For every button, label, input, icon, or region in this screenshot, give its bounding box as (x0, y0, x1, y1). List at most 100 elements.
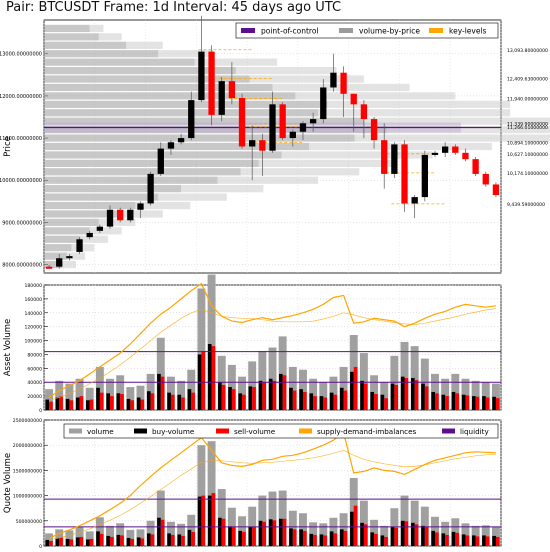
buy-volume-bar (136, 397, 141, 410)
vbp-bar (44, 33, 99, 41)
buy-volume-bar (228, 387, 232, 410)
buy-volume-bar (299, 389, 303, 410)
sell-volume-bar (302, 530, 307, 546)
sell-volume-bar (445, 396, 449, 410)
sell-volume-bar (221, 518, 226, 546)
sell-volume-bar (191, 531, 195, 546)
y-tick-label: 10000.00000000 (0, 178, 42, 184)
candle-body (340, 72, 347, 94)
buy-volume-bar (116, 393, 121, 410)
buy-volume-bar (471, 535, 476, 546)
y-tick-label: 2000000000 (13, 443, 42, 449)
buy-volume-bar (431, 530, 435, 546)
sell-volume-bar (394, 385, 399, 410)
buy-volume-bar (218, 517, 222, 546)
volume-bar (400, 341, 409, 410)
buy-volume-bar (350, 371, 354, 410)
sell-volume-bar (414, 380, 419, 410)
sell-volume-bar (272, 380, 277, 410)
sell-volume-bar (89, 399, 94, 410)
sell-volume-bar (455, 532, 459, 546)
volume-bar (85, 531, 94, 546)
buy-volume-bar (319, 396, 324, 410)
buy-volume-bar (451, 531, 456, 546)
legend-swatch (241, 28, 255, 33)
volume-bar (55, 380, 64, 410)
buy-volume-bar (167, 533, 171, 546)
candle-body (157, 148, 164, 174)
candle-body (76, 239, 83, 252)
candle-body (96, 226, 104, 231)
volume-bar (248, 361, 257, 410)
vbp-bar (44, 193, 159, 201)
sell-volume-bar (59, 537, 63, 546)
candle-body (441, 146, 449, 153)
sell-volume-bar (384, 398, 388, 410)
legend-swatch (216, 428, 229, 434)
vbp-bar (235, 66, 337, 75)
candle-body (309, 119, 317, 124)
vbp-bar (44, 210, 118, 218)
buy-volume-bar (289, 528, 293, 546)
buy-volume-bar (482, 396, 486, 410)
vbp-bar (126, 41, 163, 49)
sell-volume-bar (445, 534, 449, 546)
legend-label: liquidity (460, 427, 489, 436)
buy-volume-bar (360, 380, 364, 410)
y-tick-label: 20000 (27, 394, 42, 400)
sell-volume-bar (272, 520, 277, 546)
buy-volume-bar (471, 396, 476, 410)
volume-bar (268, 491, 277, 546)
candle-body (188, 100, 195, 139)
legend-label: point-of-control (261, 27, 319, 36)
vbp-bar (44, 24, 90, 33)
sell-volume-bar (110, 396, 114, 410)
vbp-bar (98, 33, 122, 41)
volume-bar (75, 526, 84, 546)
y-tick-label: 120000 (24, 325, 42, 331)
sell-volume-bar (475, 396, 480, 410)
y-tick-label: 0 (39, 408, 42, 414)
sell-volume-bar (191, 392, 195, 410)
buy-volume-bar (218, 382, 222, 410)
buy-volume-bar (187, 529, 192, 546)
candle-body (289, 131, 296, 139)
sell-volume-bar (130, 538, 134, 546)
sell-volume-bar (292, 390, 297, 410)
sell-volume-bar (262, 521, 267, 546)
buy-volume-bar (339, 387, 344, 410)
buy-volume-bar (492, 396, 496, 410)
legend-swatch (134, 428, 147, 434)
volume-bar (461, 378, 470, 410)
buy-volume-bar (136, 537, 141, 546)
sell-volume-bar (130, 400, 134, 410)
volume-bar (471, 380, 480, 410)
legend-label: volume-by-price (359, 27, 420, 36)
buy-volume-bar (370, 532, 375, 546)
candle-body (269, 104, 276, 151)
buy-volume-bar (238, 530, 243, 546)
candle-body (86, 232, 93, 238)
volume-bar (248, 506, 257, 546)
y-tick-label: 80000 (27, 352, 42, 358)
volume-bar (45, 389, 54, 410)
buy-volume-bar (380, 394, 385, 410)
vbp-bar (62, 260, 76, 269)
buy-volume-bar (96, 531, 100, 546)
sell-volume-bar (323, 535, 327, 546)
sell-volume-bar (170, 394, 175, 410)
sell-volume-bar (465, 535, 470, 546)
sell-volume-bar (140, 399, 145, 410)
candle-body (320, 87, 327, 120)
sell-volume-bar (252, 527, 256, 546)
vbp-bar (44, 75, 250, 83)
sell-volume-bar (384, 536, 388, 546)
sell-volume-bar (424, 386, 429, 410)
buy-volume-bar (116, 534, 121, 546)
buy-volume-bar (207, 344, 212, 410)
buy-volume-bar (106, 393, 111, 410)
buy-volume-bar (461, 534, 466, 546)
sell-volume-bar (170, 534, 175, 546)
buy-volume-bar (167, 392, 171, 410)
sell-volume-bar (69, 539, 74, 546)
